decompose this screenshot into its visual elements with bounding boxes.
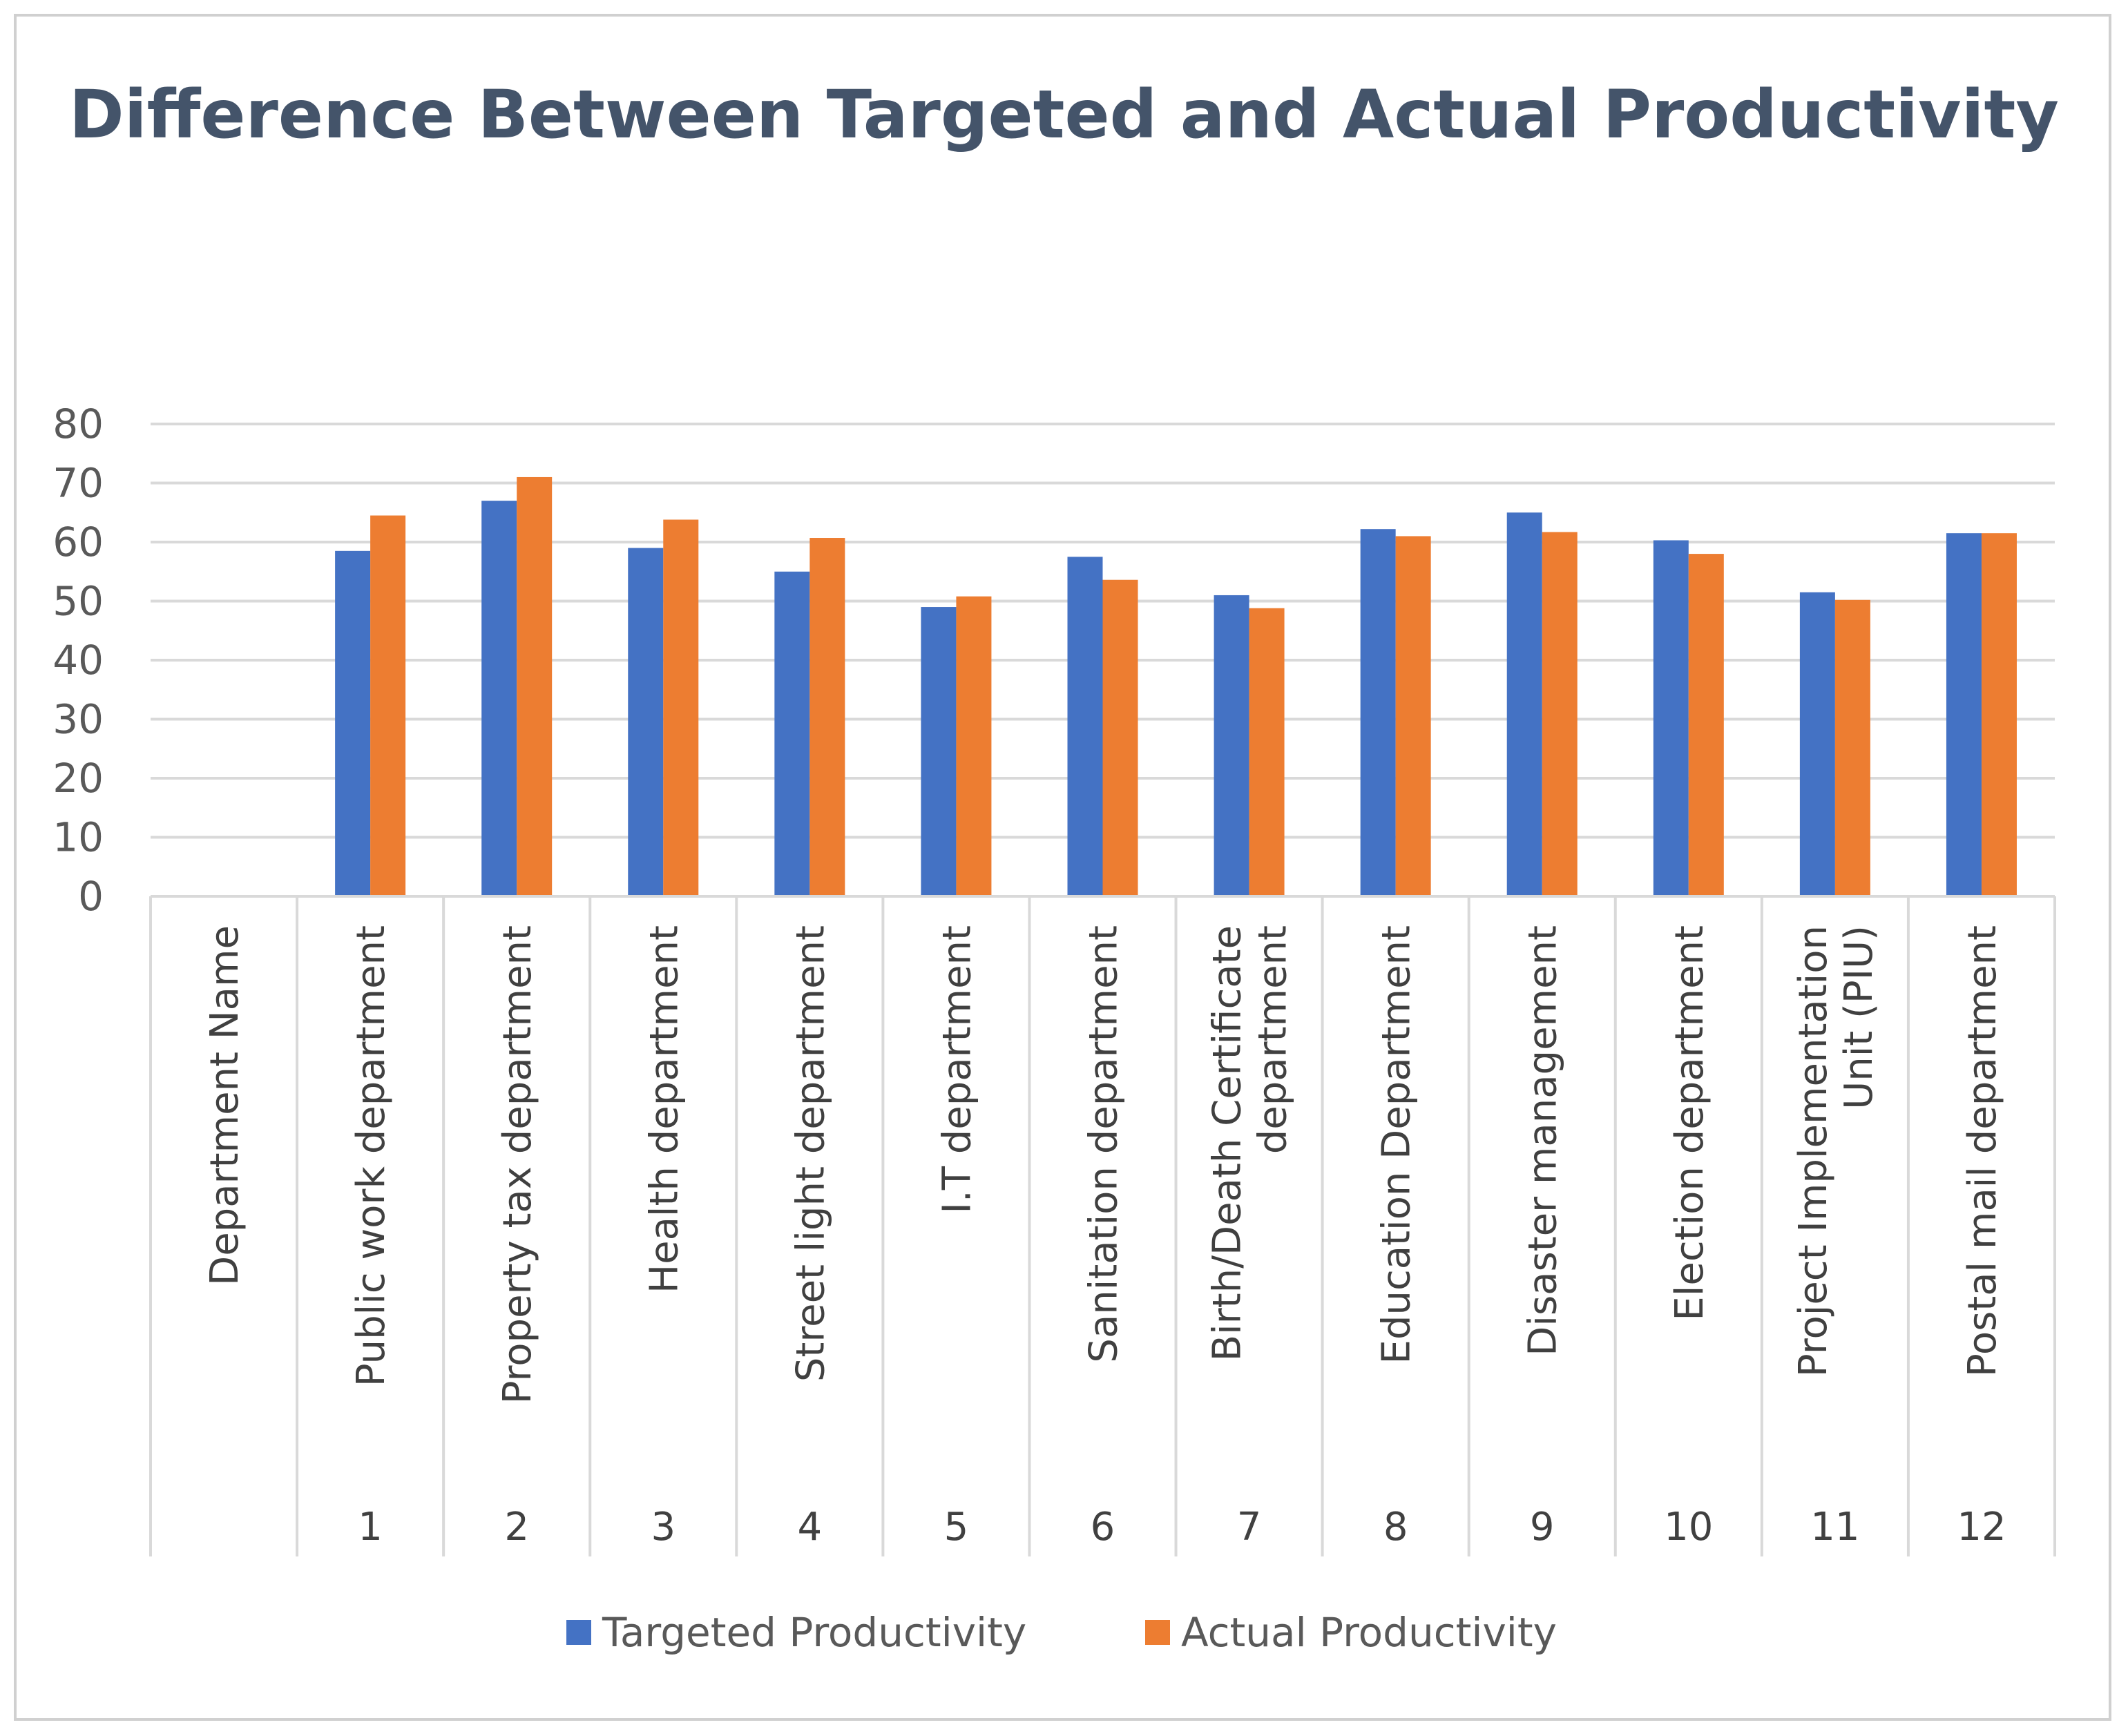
- category-number: 9: [1530, 1505, 1555, 1550]
- y-tick-label: 50: [52, 578, 104, 625]
- actual-bar: [370, 515, 406, 896]
- category-number: 4: [798, 1505, 823, 1550]
- category-label: Street light department: [788, 925, 833, 1382]
- y-tick-label: 40: [52, 637, 104, 684]
- actual-bar: [663, 519, 699, 896]
- category-number: 12: [1957, 1505, 2006, 1550]
- targeted-bar: [335, 550, 371, 896]
- actual-bar: [1395, 536, 1431, 896]
- category-number: 5: [944, 1505, 969, 1550]
- bars: [335, 476, 2017, 896]
- targeted-bar: [1946, 533, 1982, 896]
- y-axis-ticks: 0 10 20 30 40 50 60 70 80: [52, 401, 104, 920]
- chart-title: Difference Between Targeted and Actual P…: [69, 76, 2059, 153]
- y-tick-label: 30: [52, 696, 104, 743]
- category-number: 7: [1237, 1505, 1262, 1550]
- targeted-bar: [481, 501, 517, 896]
- category-label: Postal mail department: [1960, 925, 2005, 1377]
- y-tick-label: 70: [52, 460, 104, 507]
- actual-bar: [1834, 599, 1870, 896]
- category-label: Election department: [1667, 925, 1712, 1321]
- category-label: Property tax department: [495, 925, 540, 1404]
- category-label: Education Department: [1374, 925, 1419, 1364]
- targeted-bar: [628, 548, 664, 896]
- y-tick-label: 20: [52, 755, 104, 802]
- y-tick-label: 60: [52, 519, 104, 566]
- x-axis: Department Name Public work department 1 Pr…: [149, 895, 2056, 1556]
- legend-swatch-actual: [1145, 1620, 1170, 1645]
- legend-label-targeted: Targeted Productivity: [602, 1609, 1026, 1656]
- category-label: Disaster management: [1521, 925, 1566, 1356]
- actual-bar: [1542, 532, 1578, 896]
- category-label: Sanitation department: [1082, 925, 1127, 1363]
- category-number: 6: [1091, 1505, 1115, 1550]
- category-label: Project ImplementationUnit (PIU): [1791, 925, 1881, 1377]
- category-label: Public work department: [349, 925, 394, 1387]
- targeted-bar: [1360, 529, 1396, 896]
- targeted-bar: [1506, 512, 1542, 896]
- category-label: Health department: [642, 925, 687, 1293]
- targeted-bar: [1799, 592, 1835, 896]
- actual-bar: [517, 476, 553, 896]
- category-number: 1: [358, 1505, 383, 1550]
- targeted-bar: [774, 571, 810, 896]
- targeted-bar: [1067, 557, 1103, 896]
- category-label: I.T department: [934, 925, 979, 1214]
- category-label: Department Name: [202, 925, 247, 1286]
- category-number: 2: [504, 1505, 529, 1550]
- actual-bar: [809, 538, 845, 896]
- actual-bar: [956, 596, 992, 896]
- targeted-bar: [921, 607, 957, 896]
- targeted-bar: [1653, 540, 1689, 896]
- legend-swatch-targeted: [566, 1620, 591, 1645]
- targeted-bar: [1214, 595, 1249, 896]
- category-number: 11: [1810, 1505, 1859, 1550]
- actual-bar: [1102, 579, 1138, 896]
- actual-bar: [1249, 608, 1285, 896]
- actual-bar: [1688, 554, 1724, 896]
- category-label: Birth/Death Certificatedepartment: [1205, 925, 1296, 1361]
- actual-bar: [1981, 533, 2017, 896]
- category-number: 10: [1664, 1505, 1713, 1550]
- legend-label-actual: Actual Productivity: [1181, 1609, 1557, 1656]
- y-tick-label: 80: [52, 401, 104, 447]
- legend: Targeted Productivity Actual Productivity: [566, 1609, 1557, 1656]
- category-number: 8: [1383, 1505, 1408, 1550]
- y-tick-label: 0: [78, 873, 104, 920]
- y-tick-label: 10: [52, 814, 104, 861]
- category-number: 3: [651, 1505, 675, 1550]
